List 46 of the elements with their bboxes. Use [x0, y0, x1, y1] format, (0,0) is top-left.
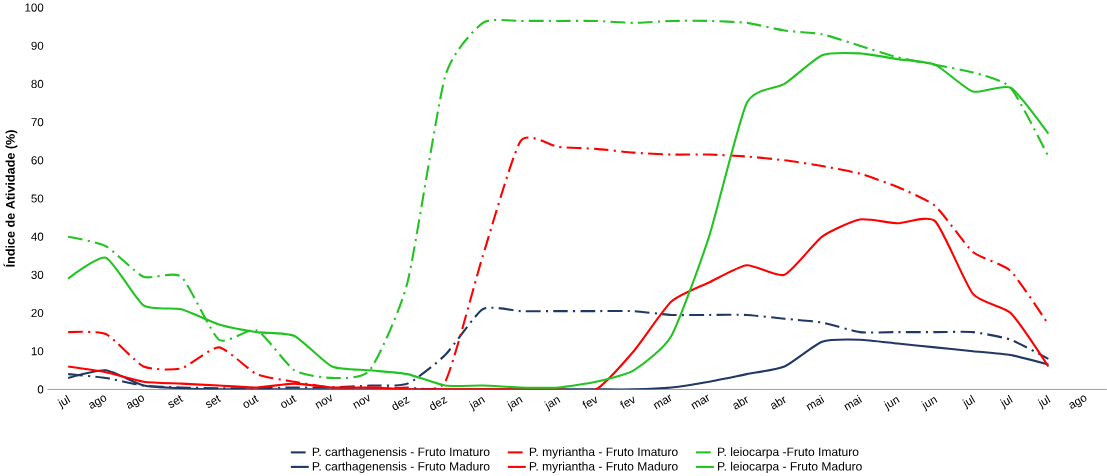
- y-tick-label: 10: [31, 347, 44, 356]
- y-tick-label: 50: [31, 194, 44, 203]
- x-tick-label: set: [206, 394, 222, 408]
- legend-label: P. carthagenensis - Fruto Maduro: [312, 461, 490, 473]
- x-tick-label: mai: [806, 394, 825, 411]
- x-tick-label: abr: [733, 396, 748, 410]
- y-tick-label: 90: [31, 41, 44, 50]
- x-tick-label: ago: [126, 395, 144, 409]
- legend-label: P. carthagenensis - Fruto Imaturo: [312, 447, 490, 459]
- y-tick-label: 80: [31, 79, 44, 88]
- legend-label: P. myriantha - Fruto Maduro: [529, 461, 678, 473]
- x-tick-label: jan: [506, 397, 523, 412]
- x-tick-label: jan: [468, 397, 486, 412]
- x-tick-label: fev: [620, 396, 635, 409]
- x-tick-label: mai: [844, 394, 862, 411]
- x-tick-label: jul: [1037, 394, 1051, 410]
- y-tick-label: 40: [31, 232, 44, 241]
- y-tick-label: 30: [31, 270, 44, 279]
- y-tick-label: 60: [31, 156, 44, 165]
- x-tick-label: jul: [962, 394, 976, 410]
- x-tick-label: nov: [353, 394, 370, 409]
- legend-label: P. myriantha - Fruto Imaturo: [529, 447, 678, 459]
- x-tick-label: ago: [1069, 395, 1087, 409]
- x-tick-label: mar: [653, 394, 672, 410]
- legend-label: P. leiocarpa -Fruto Imaturo: [718, 447, 859, 459]
- y-tick-label: 70: [31, 117, 44, 127]
- x-tick-label: jun: [921, 397, 938, 412]
- x-tick-label: mar: [691, 394, 710, 410]
- y-tick-label: 20: [31, 308, 44, 317]
- x-tick-label: abr: [771, 396, 786, 410]
- y-tick-label: 0: [37, 385, 44, 394]
- y-tick-label: 100: [25, 3, 44, 12]
- y-axis-title: Índice de Atividade (%): [3, 130, 18, 267]
- x-tick-label: set: [168, 394, 184, 408]
- x-tick-label: out: [281, 394, 297, 408]
- x-tick-label: dez: [430, 396, 448, 410]
- x-tick-label: jun: [883, 397, 900, 412]
- x-tick-label: jan: [544, 397, 561, 412]
- legend-label: P. leiocarpa - Fruto Maduro: [718, 461, 862, 473]
- x-tick-label: dez: [392, 396, 410, 410]
- x-tick-label: jul: [57, 394, 71, 410]
- x-tick-label: fev: [582, 396, 597, 409]
- x-tick-label: out: [243, 394, 259, 408]
- x-tick-label: nov: [315, 394, 332, 409]
- x-tick-label: ago: [89, 395, 107, 409]
- x-tick-label: jul: [999, 394, 1013, 410]
